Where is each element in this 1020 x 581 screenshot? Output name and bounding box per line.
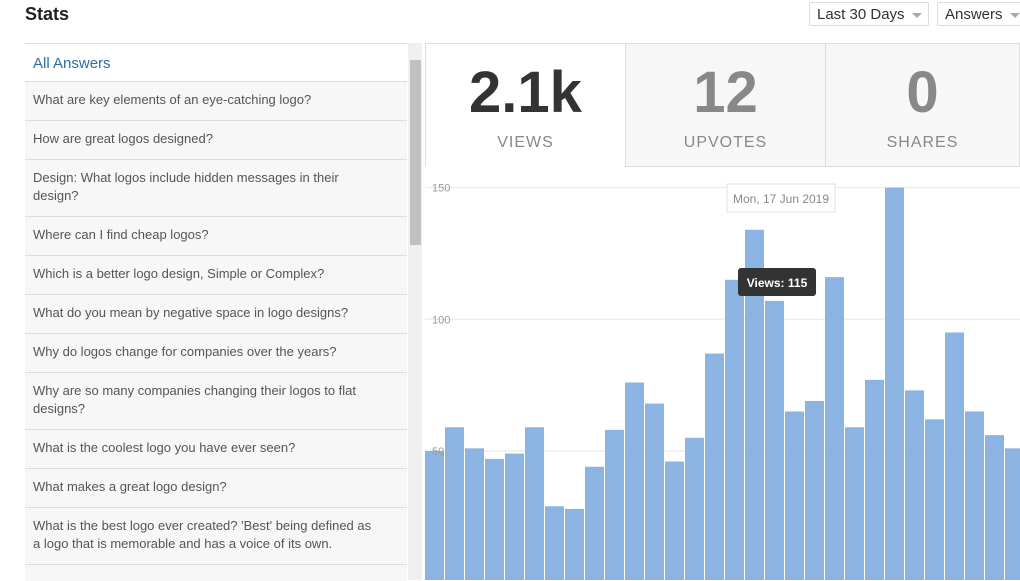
bar[interactable] <box>945 332 964 580</box>
bar[interactable] <box>965 411 984 580</box>
list-item[interactable]: What do you mean by negative space in lo… <box>25 295 407 334</box>
chart: 50 100 150 Mon, 17 Jun 2019 Views: 115 <box>425 183 1020 581</box>
bar[interactable] <box>525 427 544 580</box>
bar[interactable] <box>625 382 644 581</box>
scroll-thumb[interactable] <box>410 60 421 245</box>
bar[interactable] <box>805 400 824 580</box>
stat-label: VIEWS <box>497 134 554 151</box>
stat-value: 0 <box>906 60 939 125</box>
list-item[interactable]: What makes a great logo design? <box>25 469 407 508</box>
bar[interactable] <box>765 300 784 580</box>
bar[interactable] <box>985 435 1004 580</box>
stat-value: 2.1k <box>469 60 582 125</box>
bar[interactable] <box>585 466 604 580</box>
bar[interactable] <box>1005 448 1020 580</box>
y-tick-label: 150 <box>432 183 450 195</box>
list-item[interactable]: Why do logos change for companies over t… <box>25 334 407 373</box>
bar[interactable] <box>465 448 484 580</box>
tooltip-value-box <box>738 268 816 296</box>
bar[interactable] <box>865 379 884 580</box>
bar[interactable] <box>825 277 844 580</box>
bar[interactable] <box>565 508 584 580</box>
stat-card: 0 SHARES <box>825 43 1020 167</box>
bar[interactable] <box>545 506 564 580</box>
list-item[interactable]: How are great logos designed? <box>25 121 407 160</box>
content-dropdown[interactable]: Answers <box>937 2 1020 26</box>
list-item[interactable]: Design: What logos include hidden messag… <box>25 160 407 217</box>
bar[interactable] <box>605 429 624 580</box>
y-tick-label: 50 <box>432 446 444 458</box>
stat-label: UPVOTES <box>683 134 768 151</box>
list-item[interactable]: What is the coolest logo you have ever s… <box>25 430 407 469</box>
tooltip: Mon, 17 Jun 2019 Views: 115 <box>726 183 836 296</box>
list-item[interactable]: What is the best logo ever created? 'Bes… <box>25 508 407 565</box>
bar[interactable] <box>665 461 684 581</box>
page-title: Stats <box>25 4 70 24</box>
bar[interactable] <box>885 187 904 580</box>
bar[interactable] <box>505 453 524 580</box>
list-heading[interactable]: All Answers <box>25 44 407 82</box>
y-tick-label: 100 <box>432 314 450 326</box>
range-dropdown[interactable]: Last 30 Days <box>809 2 929 26</box>
tooltip-date: Mon, 17 Jun 2019 <box>733 192 829 206</box>
tooltip-value: Views: 115 <box>747 276 808 290</box>
bar[interactable] <box>745 229 764 580</box>
list-item[interactable]: What are key elements of an eye-catching… <box>25 82 407 121</box>
list-item[interactable]: Why are so many companies changing their… <box>25 373 407 430</box>
stat-value: 12 <box>693 60 758 125</box>
stat-label: SHARES <box>886 134 959 151</box>
answer-list: All Answers What are key elements of an … <box>25 43 407 581</box>
bar[interactable] <box>845 427 864 580</box>
bar[interactable] <box>705 353 724 580</box>
bar[interactable] <box>785 411 804 580</box>
bar[interactable] <box>925 419 944 580</box>
bar[interactable] <box>905 390 924 580</box>
stat-card: 2.1k VIEWS <box>425 43 626 167</box>
stat-card: 12 UPVOTES <box>625 43 826 167</box>
bar[interactable] <box>485 458 504 580</box>
bar[interactable] <box>685 437 704 580</box>
bar[interactable] <box>425 450 444 580</box>
list-item[interactable]: Which is a better logo design, Simple or… <box>25 256 407 295</box>
list-item[interactable]: Where can I find cheap logos? <box>25 217 407 256</box>
bar[interactable] <box>445 427 464 580</box>
tooltip-date-box <box>726 183 836 213</box>
bar[interactable] <box>645 403 664 580</box>
bar[interactable] <box>725 279 744 580</box>
